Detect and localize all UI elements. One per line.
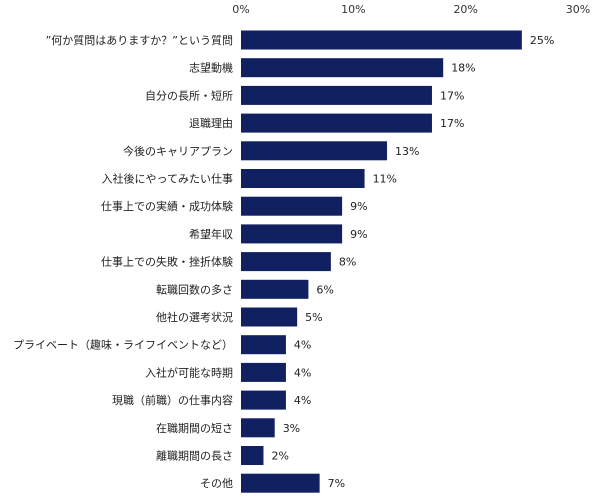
category-label: 入社が可能な時期	[145, 365, 233, 379]
category-label: プライベート（趣味・ライフイベントなど）	[13, 338, 233, 352]
value-label: 9%	[350, 228, 367, 241]
bar	[241, 390, 286, 410]
category-label: 自分の長所・短所	[145, 88, 233, 102]
value-label: 4%	[294, 394, 311, 407]
category-label: 転職回数の多さ	[156, 282, 233, 296]
value-labels: 25% 18% 17% 17% 13% 11% 9% 9% 8% 6% 5% 4% 4% 4% 3% 2% 7%	[271, 34, 554, 490]
category-label: 志望動機	[189, 61, 233, 75]
bar	[241, 252, 331, 272]
value-label: 17%	[440, 117, 464, 130]
category-label: 在職期間の短さ	[156, 421, 233, 435]
value-label: 4%	[294, 339, 311, 352]
bar	[241, 58, 444, 78]
category-label: 他社の選考状況	[156, 310, 233, 324]
value-label: 18%	[451, 62, 475, 75]
category-labels: ”何か質問はありますか？”という質問志望動機自分の長所・短所退職理由今後のキャリ…	[13, 33, 233, 490]
category-label: その他	[200, 477, 233, 490]
value-label: 4%	[294, 366, 311, 379]
category-label: 離職期間の長さ	[156, 449, 233, 463]
category-label: 仕事上での実績・成功体験	[101, 199, 233, 213]
bar	[241, 307, 298, 327]
x-tick-label: 10%	[341, 3, 365, 16]
category-label: ”何か質問はありますか？”という質問	[46, 33, 233, 47]
x-tick-label: 20%	[453, 3, 477, 16]
bar	[241, 446, 264, 465]
x-tick-label: 0%	[232, 3, 249, 16]
category-label: 現職（前職）の仕事内容	[112, 393, 233, 407]
bar	[241, 335, 286, 355]
bar	[241, 113, 432, 133]
x-tick-label: 30%	[566, 3, 590, 16]
value-label: 17%	[440, 89, 464, 102]
value-label: 11%	[373, 173, 397, 186]
bar	[241, 85, 432, 105]
value-label: 8%	[339, 256, 356, 269]
value-label: 25%	[530, 34, 554, 47]
bar	[241, 362, 286, 382]
value-label: 13%	[395, 145, 419, 158]
category-label: 入社後にやってみたい仕事	[102, 172, 233, 186]
bar	[241, 169, 365, 188]
bar	[241, 141, 388, 161]
category-label: 仕事上での失敗・挫折体験	[101, 255, 233, 269]
bar	[241, 279, 309, 299]
value-label: 9%	[350, 200, 367, 213]
value-label: 5%	[305, 311, 322, 324]
bar	[241, 224, 343, 244]
value-label: 6%	[316, 283, 333, 296]
category-label: 退職理由	[189, 116, 233, 130]
value-label: 2%	[271, 450, 288, 463]
bars	[241, 30, 522, 493]
value-label: 3%	[283, 422, 300, 435]
category-label: 希望年収	[189, 227, 233, 241]
x-axis-ticks: 0% 10% 20% 30%	[232, 3, 590, 16]
category-label: 今後のキャリアプラン	[123, 144, 233, 158]
bar	[241, 418, 275, 438]
bar	[241, 473, 320, 493]
bar	[241, 196, 343, 216]
bar	[241, 30, 522, 50]
value-label: 7%	[328, 477, 345, 490]
